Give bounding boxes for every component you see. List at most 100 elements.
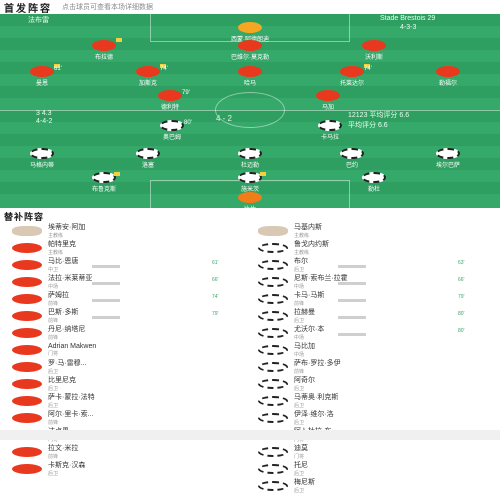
sub-in-minute: 79' bbox=[458, 294, 465, 300]
substitute-row[interactable]: 马比加 中场 bbox=[258, 341, 498, 358]
player-home-8[interactable]: 托莱达尔 74' bbox=[339, 64, 372, 87]
substitute-name: 卡斯克·汉森 bbox=[48, 462, 86, 469]
substitute-row[interactable]: 拉赫曼 后卫 80' bbox=[258, 307, 498, 324]
substitute-row[interactable]: 迪莫 门将 bbox=[258, 443, 498, 460]
player-home-2[interactable]: 布拉德 bbox=[74, 38, 134, 61]
center-score: 4 - 2 bbox=[216, 114, 233, 123]
player-away-10[interactable]: 勒杜 bbox=[344, 172, 404, 193]
substitute-role: 后卫 bbox=[48, 386, 59, 392]
substitute-avatar bbox=[12, 378, 42, 389]
substitute-row[interactable]: 伊泽·维尔·洛 后卫 bbox=[258, 409, 498, 426]
substitute-row[interactable]: 马比·恩唐 中卫 61' bbox=[12, 256, 252, 273]
substitute-avatar bbox=[258, 293, 288, 304]
substitute-avatar bbox=[12, 463, 42, 474]
player-home-5[interactable]: 曼恩 61' bbox=[12, 64, 72, 87]
substitute-row[interactable]: 尤沃尔·本 中场 80' bbox=[258, 324, 498, 341]
lineup-title: 首发阵容 bbox=[4, 3, 52, 15]
info-right-1: 12123 平均评分 6.6 bbox=[348, 112, 410, 119]
sub-in-minute: 80' bbox=[458, 311, 465, 317]
substitute-row[interactable]: 托尼 后卫 bbox=[258, 460, 498, 477]
player-home-7[interactable]: 哈马 bbox=[220, 66, 280, 87]
substitute-row[interactable]: 萨布·罗拉·多伊 前锋 bbox=[258, 358, 498, 375]
player-away-8[interactable]: 布鲁克斯 bbox=[74, 172, 134, 193]
substitute-row[interactable]: 布尔 后卫 63' bbox=[258, 256, 498, 273]
substitute-role: 中场 bbox=[48, 284, 59, 290]
substitute-row[interactable]: 鲁戈内约斯 主教练 bbox=[258, 239, 498, 256]
substitute-role: 主教练 bbox=[48, 233, 64, 239]
player-away-4[interactable]: 洛塞 bbox=[118, 148, 178, 169]
player-away-7[interactable]: 埃尔巴萨 bbox=[418, 148, 478, 169]
substitute-row[interactable]: 马基内斯 主教练 bbox=[258, 222, 498, 239]
substitute-row[interactable]: 帕特里克 主教练 bbox=[12, 239, 252, 256]
substitute-row[interactable]: 阿尔·里卡·索... 前锋 bbox=[12, 409, 252, 426]
substitute-row[interactable]: Adrian Makwen 门将 bbox=[12, 341, 252, 358]
rating-bar bbox=[338, 299, 366, 302]
player-home-4[interactable]: 沃利斯 bbox=[344, 40, 404, 61]
player-home-10[interactable]: 德利特 79' bbox=[140, 90, 200, 111]
player-away-6[interactable]: 巴约 bbox=[322, 148, 382, 169]
substitute-name: 迪莫 bbox=[294, 445, 308, 452]
substitute-name: 丹尼·纳塔尼 bbox=[48, 326, 86, 333]
substitute-name: 卡马·马斯 bbox=[294, 292, 325, 299]
player-away-9[interactable]: 施米茨 bbox=[220, 172, 280, 193]
substitute-row[interactable]: 尼斯·索布兰·拉霍 中场 66' bbox=[258, 273, 498, 290]
substitute-row[interactable]: 阿奇尔 后卫 bbox=[258, 375, 498, 392]
rating-bar bbox=[92, 265, 120, 268]
substitute-avatar bbox=[258, 310, 288, 321]
substitute-row[interactable]: 法拉·米莱蒂亚 中场 66' bbox=[12, 273, 252, 290]
substitute-row[interactable]: 巴斯·多斯 前锋 79' bbox=[12, 307, 252, 324]
substitute-role: 中场 bbox=[294, 335, 305, 341]
player-away-keeper[interactable]: 比佐 bbox=[220, 192, 280, 208]
substitute-role: 后卫 bbox=[294, 318, 305, 324]
substitute-avatar bbox=[258, 378, 288, 389]
substitute-role: 后卫 bbox=[48, 403, 59, 409]
substitute-row[interactable]: 萨卡·蒙拉·法特 后卫 bbox=[12, 392, 252, 409]
player-home-6[interactable]: 加斯克 74' bbox=[118, 64, 178, 87]
substitute-avatar bbox=[12, 446, 42, 457]
substitute-row[interactable]: 丹尼·纳塔尼 前锋 bbox=[12, 324, 252, 341]
substitute-row[interactable]: 埃蒂安·阿加 主教练 bbox=[12, 222, 252, 239]
substitute-avatar bbox=[258, 480, 288, 491]
substitute-name: 马蒂奥·利克斯 bbox=[294, 394, 339, 401]
substitute-row[interactable]: 比里尼克 后卫 bbox=[12, 375, 252, 392]
player-away-5[interactable]: 杜迈勒 bbox=[220, 148, 280, 169]
sub-in-minute: 63' bbox=[458, 260, 465, 266]
lineup-header: 首发阵容 点击球员可查看本场详细数据 bbox=[0, 0, 500, 15]
substitute-name: 马基内斯 bbox=[294, 224, 322, 231]
substitute-role: 后卫 bbox=[48, 471, 59, 477]
player-home-9[interactable]: 勒福尔 bbox=[418, 66, 478, 87]
substitute-row[interactable]: 卡斯克·汉森 后卫 bbox=[12, 460, 252, 477]
home-coach-rating: 3 4.3 bbox=[36, 110, 52, 117]
substitute-role: 中卫 bbox=[48, 267, 59, 273]
substitute-name: 布尔 bbox=[294, 258, 308, 265]
player-home-11[interactable]: 马加 bbox=[298, 90, 358, 111]
rating-bar bbox=[92, 316, 120, 319]
substitute-name: 帕特里克 bbox=[48, 241, 76, 248]
substitute-role: 前锋 bbox=[294, 369, 305, 375]
substitute-role: 后卫 bbox=[294, 420, 305, 426]
substitute-role: 后卫 bbox=[48, 369, 59, 375]
substitute-row[interactable]: 卡马·马斯 前锋 79' bbox=[258, 290, 498, 307]
player-away-1[interactable]: 奥巴姆 80' bbox=[142, 120, 202, 141]
substitute-name: 拉文·米拉 bbox=[48, 445, 79, 452]
substitute-avatar bbox=[258, 259, 288, 270]
substitute-row[interactable]: 罗·马·雷穆... 后卫 bbox=[12, 358, 252, 375]
player-home-3[interactable]: 巴维尔·莫克勒 bbox=[220, 40, 280, 61]
substitute-role: 主教练 bbox=[48, 250, 64, 256]
substitute-role: 门将 bbox=[294, 454, 305, 460]
substitute-row[interactable]: 马蒂奥·利克斯 后卫 bbox=[258, 392, 498, 409]
substitute-role: 前锋 bbox=[48, 454, 59, 460]
substitute-row[interactable]: 梅尼斯 后卫 bbox=[258, 477, 498, 494]
player-away-2[interactable]: 卡马拉 bbox=[300, 120, 360, 141]
substitute-row[interactable]: 萨姆拉 前锋 74' bbox=[12, 290, 252, 307]
substitute-name: 法拉·米莱蒂亚 bbox=[48, 275, 93, 282]
substitute-avatar bbox=[258, 361, 288, 372]
football-pitch: 法布雷 Stade Brestois 29 4-3-3 3 4.3 4-4-2 … bbox=[0, 14, 500, 208]
player-away-3[interactable]: 马格内蒂 bbox=[12, 148, 72, 169]
substitute-row[interactable]: 拉文·米拉前锋 bbox=[12, 443, 252, 460]
substitute-avatar bbox=[12, 276, 42, 287]
info-right-2: 平均评分 6.6 bbox=[348, 122, 388, 129]
substitute-avatar bbox=[12, 361, 42, 372]
substitute-name: 萨卡·蒙拉·法特 bbox=[48, 394, 95, 401]
substitute-role: 后卫 bbox=[294, 403, 305, 409]
